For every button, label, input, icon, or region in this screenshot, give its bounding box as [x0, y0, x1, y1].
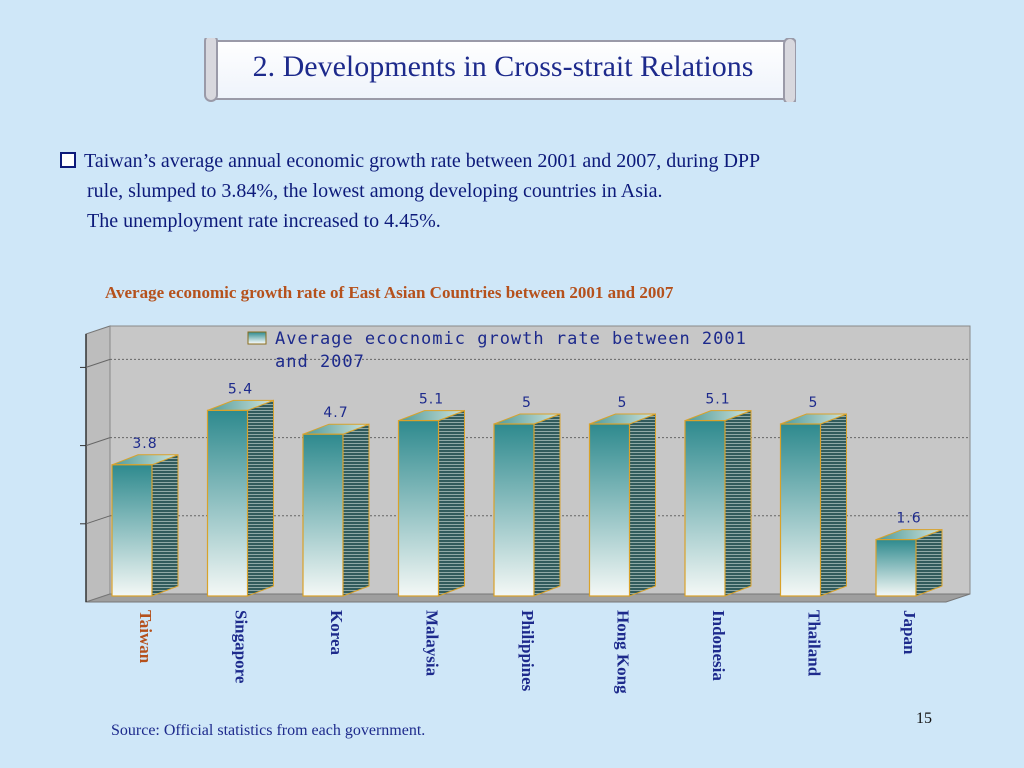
category-label: Thailand [805, 610, 824, 677]
bar-side [151, 454, 179, 597]
data-label: 5.1 [419, 392, 444, 408]
gridline-side [85, 515, 111, 525]
category-label: Hong Kong [614, 610, 633, 694]
category-label: Japan [900, 610, 919, 655]
scroll-banner-shape [204, 38, 796, 102]
page-number: 15 [916, 710, 932, 727]
gridline-side [85, 358, 111, 368]
bar-philippines [493, 413, 561, 597]
bar-japan [875, 528, 943, 597]
data-label: 5 [522, 395, 532, 411]
legend: Average ecocnomic growth rate between 20… [247, 329, 747, 372]
slide-title-banner: 2. Developments in Cross-strait Relation… [204, 38, 796, 102]
bullet-line-3: The unemployment rate increased to 4.45%… [87, 210, 441, 232]
legend-label: Average ecocnomic growth rate between 20… [275, 329, 747, 349]
category-label: Taiwan [136, 610, 155, 664]
bar-malaysia [397, 409, 465, 597]
bar-hong-kong [588, 413, 656, 597]
bar-side [342, 423, 370, 597]
bar-side [247, 399, 274, 597]
legend-swatch [247, 331, 267, 345]
bar-side [820, 413, 847, 597]
category-label: Indonesia [709, 610, 728, 681]
chart-left-wall [85, 325, 111, 603]
bar-side [724, 409, 752, 597]
data-label: 1.6 [896, 511, 921, 527]
category-label: Philippines [518, 610, 537, 692]
data-label: 4.7 [323, 405, 348, 421]
checkbox-bullet-icon [60, 152, 76, 168]
data-label: 5.1 [705, 392, 730, 408]
bar-front [302, 433, 344, 597]
bar-singapore [206, 399, 274, 597]
data-label: 3.8 [132, 436, 157, 452]
data-label: 5 [618, 395, 628, 411]
bar-front [779, 423, 822, 597]
bar-korea [302, 423, 370, 597]
bar-thailand [779, 413, 847, 597]
data-label: 5 [809, 395, 819, 411]
bar-front [588, 423, 631, 597]
bar-front [111, 464, 153, 597]
bar-front [493, 423, 535, 597]
bar-front [206, 409, 249, 597]
bullet-line-2: rule, slumped to 3.84%, the lowest among… [87, 180, 663, 202]
chart-title: Average economic growth rate of East Asi… [105, 283, 674, 302]
bar-side [629, 413, 656, 597]
bar-taiwan [111, 454, 179, 597]
data-label: 5.4 [228, 381, 253, 397]
bullet-paragraph: Taiwan’s average annual economic growth … [60, 146, 980, 236]
bar-front [684, 419, 726, 597]
bar-side [438, 409, 465, 597]
bar-side [915, 528, 943, 597]
bar-front [397, 419, 440, 597]
category-label: Malaysia [423, 610, 442, 677]
bullet-line-1: Taiwan’s average annual economic growth … [60, 146, 980, 176]
bullet-text-1: Taiwan’s average annual economic growth … [84, 150, 761, 172]
slide-title: 2. Developments in Cross-strait Relation… [252, 50, 754, 83]
category-label: Singapore [232, 610, 251, 684]
legend-label: and 2007 [275, 352, 365, 372]
bar-front [875, 539, 917, 597]
bar-side [533, 413, 561, 597]
gridline-side [85, 437, 111, 447]
source-note: Source: Official statistics from each go… [111, 722, 426, 739]
bar-chart: Average ecocnomic growth rate between 20… [80, 325, 971, 694]
category-label: Korea [327, 610, 346, 656]
bar-indonesia [684, 409, 752, 597]
